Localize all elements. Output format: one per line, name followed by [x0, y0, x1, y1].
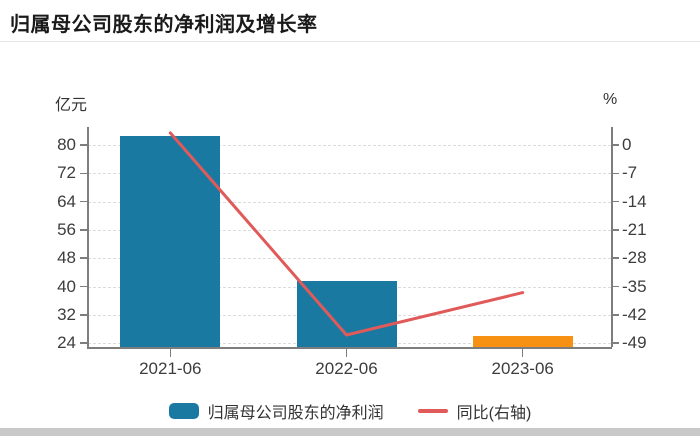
right-axis-tick-label: 0: [622, 135, 632, 154]
right-axis-tickmark: [611, 314, 619, 316]
left-axis-tick-label: 72: [57, 163, 76, 183]
right-axis-tick-label: -28: [622, 248, 647, 268]
legend-label: 归属母公司股东的净利润: [207, 405, 384, 422]
left-axis-line: [87, 127, 89, 347]
chart-legend: 归属母公司股东的净利润 同比(右轴): [0, 399, 700, 423]
right-axis-tickmark: [611, 200, 619, 203]
left-axis-tickmark: [80, 285, 88, 288]
right-axis-tickmark: [611, 144, 619, 146]
right-axis-tickmark: [611, 257, 619, 259]
x-axis-tickmark: [345, 348, 348, 357]
right-axis-tick-label: -21: [622, 219, 647, 239]
left-axis-tick-label: 40: [57, 276, 76, 296]
right-axis-tickmark: [611, 172, 619, 175]
left-axis-tick-label: 80: [57, 135, 76, 154]
left-axis-tickmark: [80, 229, 88, 231]
x-axis-label: 2022-06: [315, 359, 378, 378]
bar-2021-06[interactable]: [120, 136, 221, 347]
horizontal-scrollbar[interactable]: [0, 428, 700, 436]
right-axis-tick-label: -35: [622, 276, 647, 296]
right-axis-tick-label: -14: [622, 191, 647, 211]
legend-line-marker-icon: [417, 409, 448, 413]
x-axis-tickmark: [169, 348, 172, 357]
bar-2022-06[interactable]: [296, 281, 397, 347]
legend-label: 同比(右轴): [456, 405, 532, 422]
right-axis-tick-label: -7: [622, 163, 638, 183]
bar-2023-06[interactable]: [472, 336, 573, 347]
legend-item-net-profit[interactable]: 归属母公司股东的净利润: [168, 399, 384, 423]
x-axis-line: [87, 347, 612, 349]
left-axis-tickmark: [80, 314, 88, 316]
right-axis-line: [611, 127, 613, 347]
left-axis-tickmark: [80, 172, 88, 175]
x-axis-tickmark: [521, 348, 524, 357]
left-axis-tick-label: 48: [57, 248, 76, 268]
right-axis-tickmark: [611, 229, 619, 231]
x-axis-label: 2021-06: [139, 359, 202, 378]
left-axis-unit-label: 亿元: [55, 97, 88, 114]
left-axis-tickmark: [80, 200, 88, 203]
x-axis-label: 2023-06: [491, 359, 554, 378]
left-axis-tickmark: [80, 257, 88, 259]
right-axis-unit-label: %: [603, 91, 618, 108]
left-axis-tickmark: [80, 144, 88, 146]
right-axis-tickmark: [611, 285, 619, 288]
left-axis-tick-label: 64: [57, 191, 76, 211]
left-axis-tick-label: 24: [57, 333, 76, 353]
left-axis-tickmark: [80, 342, 88, 344]
right-axis-tick-label: -42: [622, 304, 647, 324]
right-axis-tick-label: -49: [622, 333, 647, 353]
left-axis-tick-label: 32: [57, 304, 76, 324]
title-divider: [0, 41, 700, 42]
right-axis-tickmark: [611, 342, 619, 344]
legend-bar-marker-icon: [168, 403, 199, 419]
chart-title: 归属母公司股东的净利润及增长率: [10, 14, 318, 36]
left-axis-tick-label: 56: [57, 219, 76, 239]
legend-item-yoy-growth[interactable]: 同比(右轴): [417, 399, 532, 423]
